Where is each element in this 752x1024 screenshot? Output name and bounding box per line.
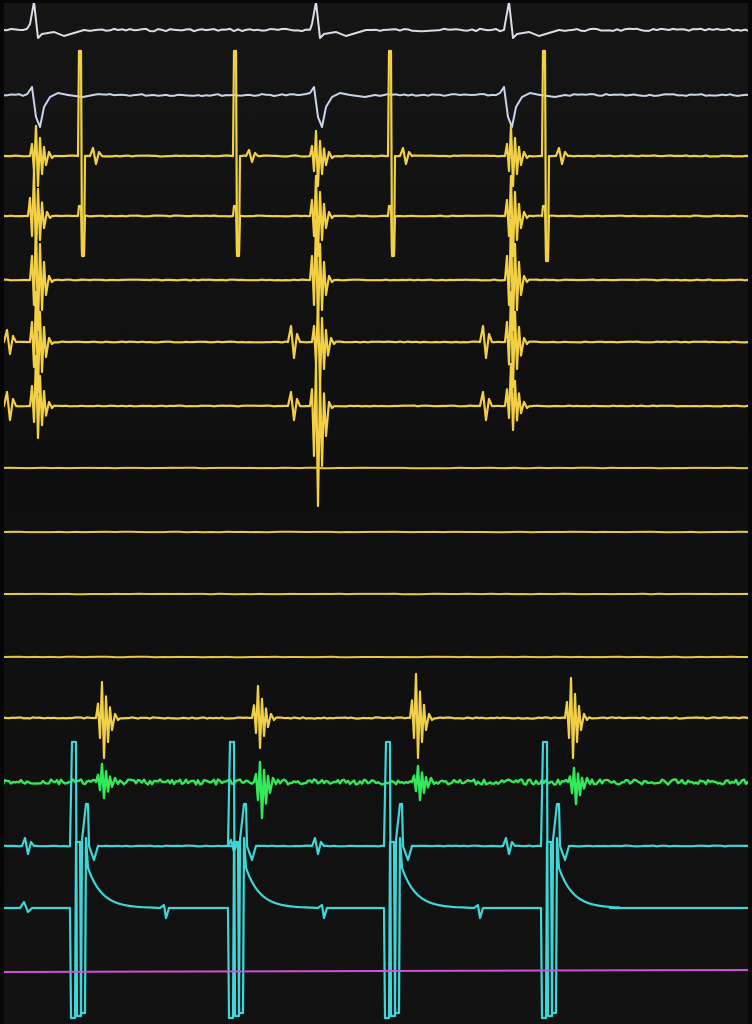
intracardiac-trace-4 [1, 290, 751, 394]
pacing-trace-2 [3, 836, 749, 1020]
fractionated-trace [1, 760, 750, 820]
intracardiac-trace-10 [1, 672, 750, 760]
intracardiac-trace-3 [1, 218, 751, 332]
intracardiac-trace-5 [1, 354, 751, 508]
intracardiac-trace-1 [1, 49, 751, 263]
pacing-trace-1 [1, 740, 751, 1018]
surface-ecg-trace-2 [2, 86, 751, 128]
surface-ecg-trace-1 [2, 1, 751, 39]
marker-trace [2, 969, 750, 973]
intracardiac-trace-2 [1, 169, 751, 258]
